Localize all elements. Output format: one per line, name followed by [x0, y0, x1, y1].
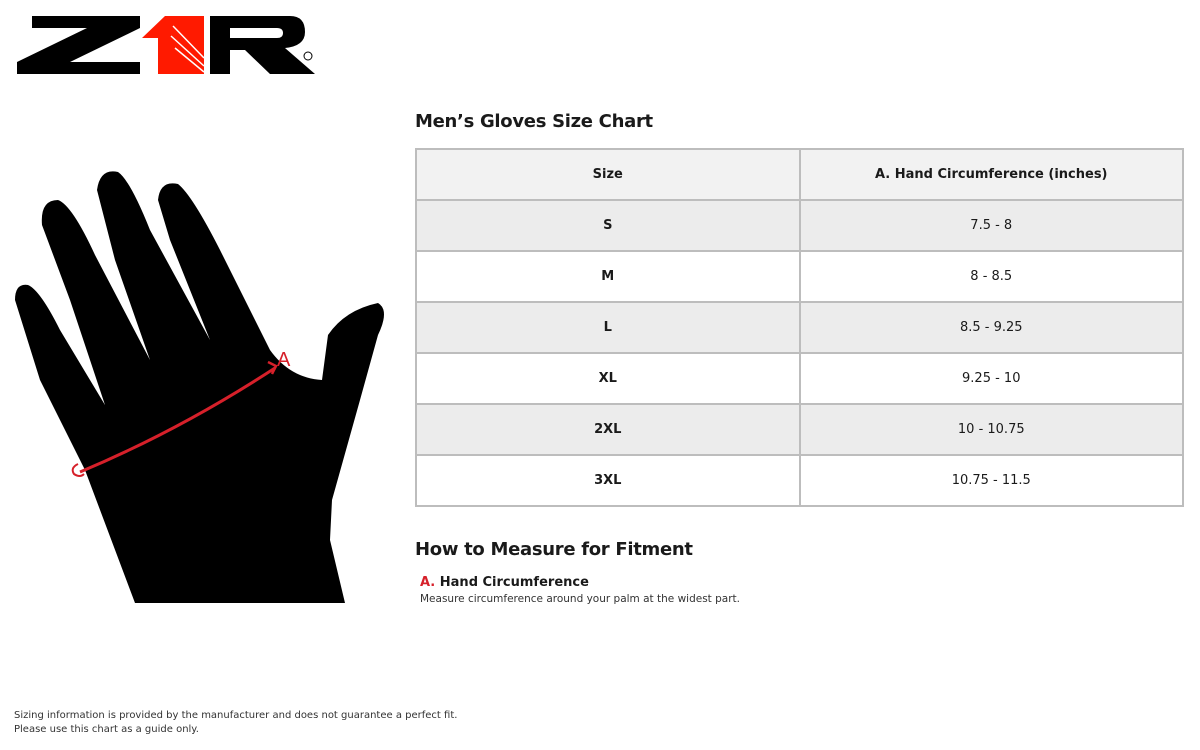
- value-cell: 8.5 - 9.25: [798, 301, 1184, 354]
- marker-a: A: [277, 349, 291, 371]
- disclaimer: Sizing information is provided by the ma…: [14, 709, 457, 737]
- disclaimer-line: Please use this chart as a guide only.: [14, 724, 199, 735]
- z1r-logo: [15, 14, 315, 80]
- size-table: Size A. Hand Circumference (inches) S 7.5…: [415, 148, 1184, 507]
- table-header: Size A. Hand Circumference (inches): [415, 148, 1184, 201]
- size-cell: L: [415, 301, 801, 354]
- table-row: XL 9.25 - 10: [415, 352, 1184, 405]
- value-cell: 9.25 - 10: [798, 352, 1184, 405]
- size-cell: XL: [415, 352, 801, 405]
- header-circumference: A. Hand Circumference (inches): [798, 148, 1184, 201]
- table-row: L 8.5 - 9.25: [415, 301, 1184, 354]
- table-row: 3XL 10.75 - 11.5: [415, 454, 1184, 507]
- table-row: 2XL 10 - 10.75: [415, 403, 1184, 456]
- measure-label: A. Hand Circumference: [420, 575, 589, 590]
- measure-letter: A.: [420, 575, 436, 590]
- size-cell: M: [415, 250, 801, 303]
- measure-name: Hand Circumference: [439, 575, 589, 590]
- value-cell: 10 - 10.75: [798, 403, 1184, 456]
- table-row: S 7.5 - 8: [415, 199, 1184, 252]
- measure-description: Measure circumference around your palm a…: [420, 593, 740, 605]
- size-cell: 2XL: [415, 403, 801, 456]
- hand-measurement-diagram: A: [0, 160, 400, 614]
- value-cell: 7.5 - 8: [798, 199, 1184, 252]
- disclaimer-line: Sizing information is provided by the ma…: [14, 710, 458, 721]
- value-cell: 10.75 - 11.5: [798, 454, 1184, 507]
- value-cell: 8 - 8.5: [798, 250, 1184, 303]
- size-cell: 3XL: [415, 454, 801, 507]
- header-size: Size: [415, 148, 801, 201]
- size-cell: S: [415, 199, 801, 252]
- chart-title: Men’s Gloves Size Chart: [415, 111, 653, 132]
- measure-heading: How to Measure for Fitment: [415, 539, 693, 560]
